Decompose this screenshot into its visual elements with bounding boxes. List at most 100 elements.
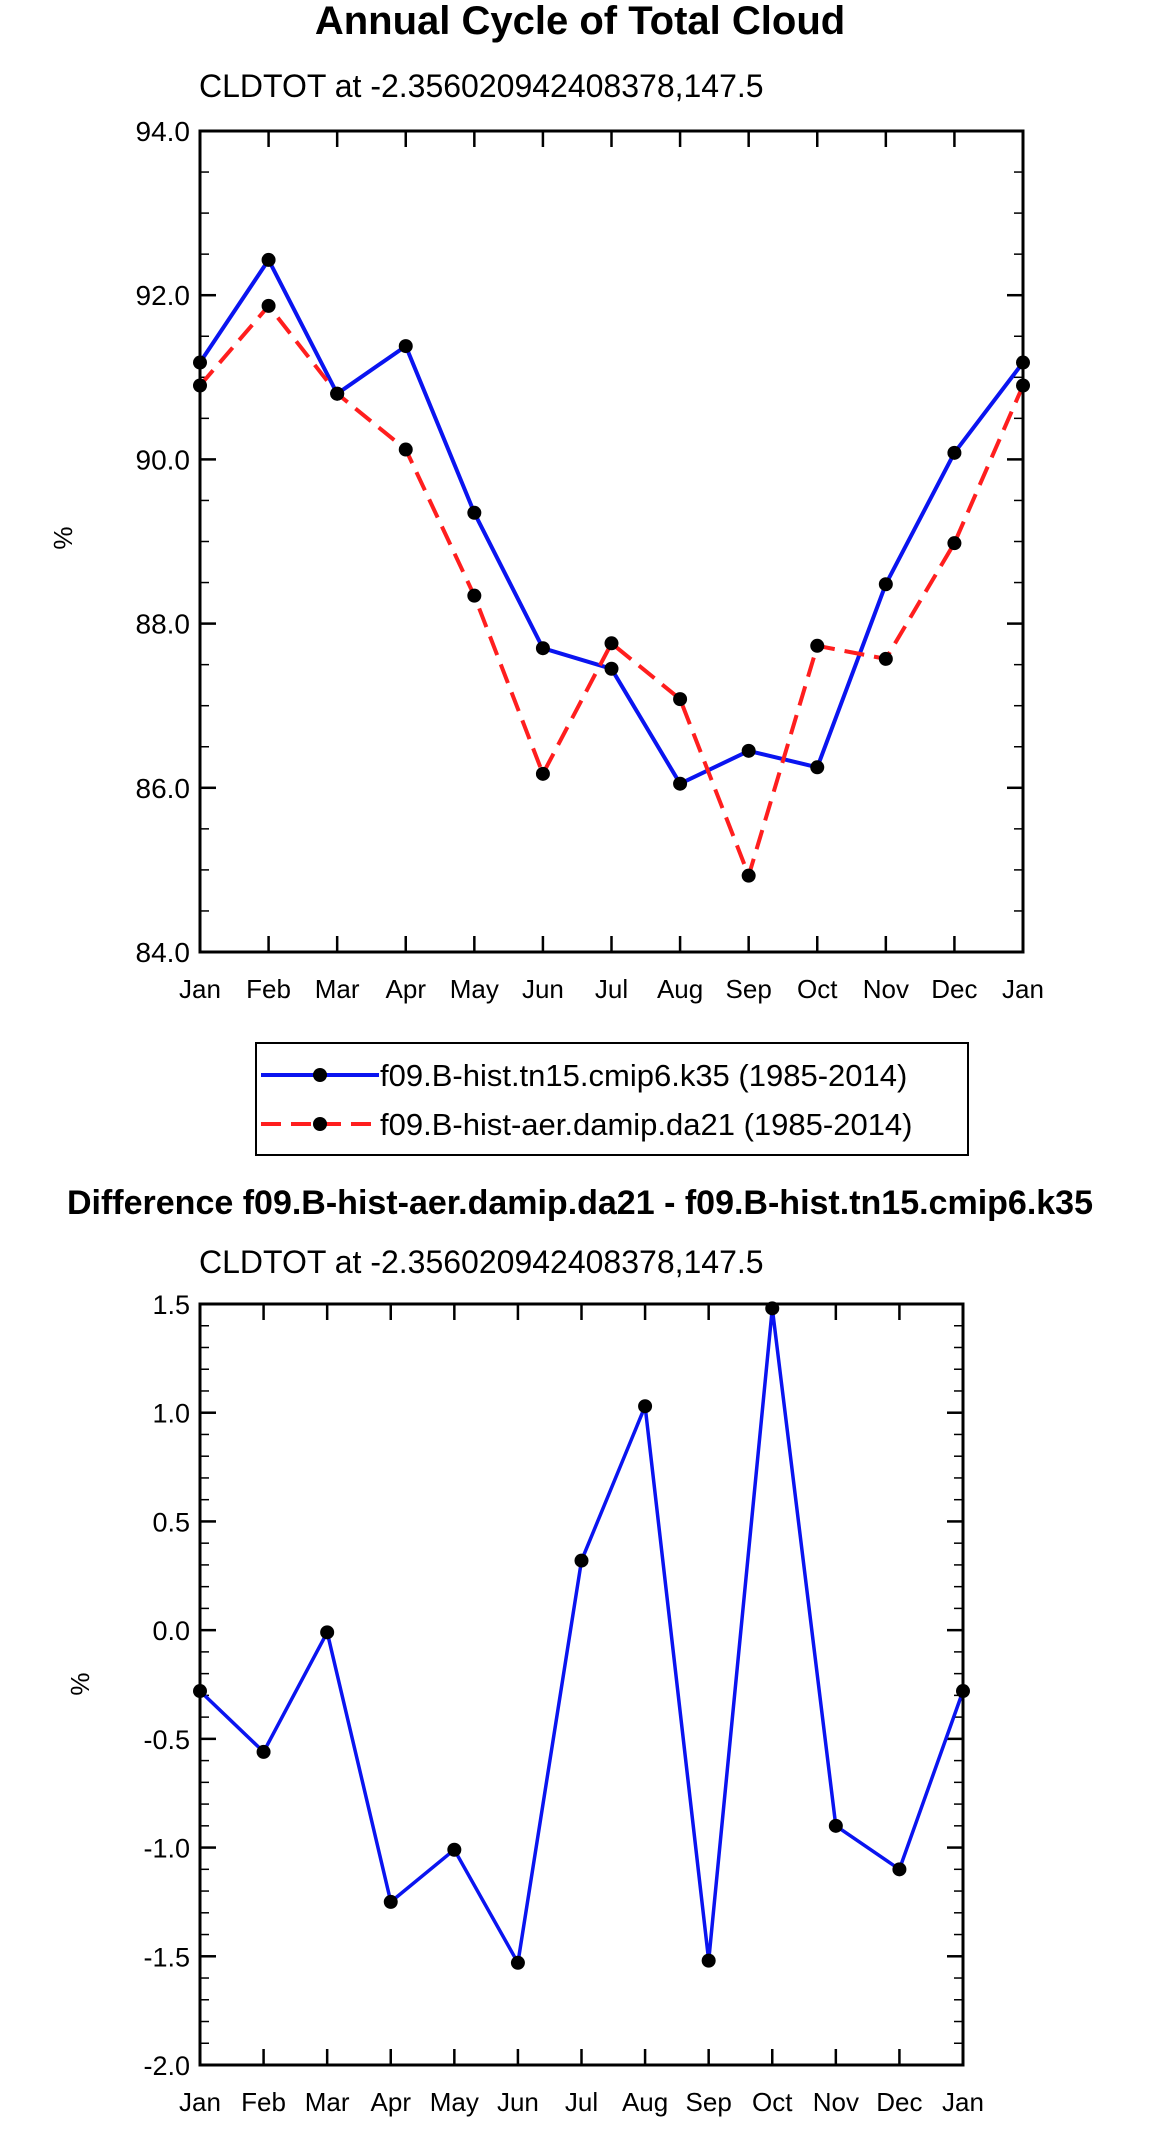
data-point: [810, 638, 825, 653]
ytick-label: 0.5: [152, 1507, 190, 1537]
annual-cycle-chart: Annual Cycle of Total Cloud CLDTOT at -2…: [48, 0, 1044, 1156]
ytick-label: -0.5: [143, 1725, 190, 1755]
xtick-label: Sep: [686, 2087, 732, 2117]
chart2-plot-frame: [198, 1302, 965, 2067]
ytick-label: 88.0: [136, 609, 191, 640]
xtick-label: Jul: [565, 2087, 598, 2117]
legend-marker-0: [313, 1068, 327, 1082]
xtick-label: Dec: [876, 2087, 922, 2117]
chart1-plot-frame: [198, 129, 1025, 954]
data-point: [330, 386, 345, 401]
data-point: [701, 1953, 716, 1968]
data-point: [828, 1818, 843, 1833]
xtick-label: Feb: [246, 974, 291, 1004]
legend-entry-1: f09.B-hist-aer.damip.da21 (1985-2014): [261, 1107, 913, 1142]
legend-box: [255, 1042, 969, 1156]
data-point: [535, 641, 550, 656]
data-point: [398, 442, 413, 457]
legend-label-1: f09.B-hist-aer.damip.da21 (1985-2014): [380, 1107, 913, 1142]
xtick-label: Mar: [315, 974, 360, 1004]
xtick-label: Jan: [942, 2087, 984, 2117]
xtick-label: Jun: [497, 2087, 539, 2117]
data-point: [447, 1842, 462, 1857]
difference-chart: Difference f09.B-hist-aer.damip.da21 - f…: [65, 1184, 1093, 2117]
xtick-label: May: [430, 2087, 479, 2117]
data-point: [604, 636, 619, 651]
chart1-ylabel: %: [48, 526, 78, 549]
data-point: [810, 760, 825, 775]
xtick-label: May: [450, 974, 499, 1004]
ytick-label: 1.0: [152, 1399, 190, 1429]
ytick-label: 94.0: [136, 116, 191, 147]
chart2-xtick-labels: Jan Feb Mar Apr May Jun Jul Aug Sep Oct Nov Dec Jan: [179, 2087, 984, 2117]
legend-marker-1: [313, 1117, 327, 1131]
data-point: [320, 1625, 335, 1640]
chart2-minor-ticks: [200, 1303, 963, 2066]
ytick-label: 84.0: [136, 937, 191, 968]
series-line-0: [198, 1306, 965, 1965]
ytick-label: 90.0: [136, 444, 191, 475]
chart1-xtick-labels: Jan Feb Mar Apr May Jun Jul Aug Sep Oct Nov Dec Jan: [179, 974, 1044, 1004]
xtick-label: Aug: [657, 974, 703, 1004]
data-point: [878, 651, 893, 666]
chart2-series: [193, 1301, 970, 1970]
xtick-label: Jun: [522, 974, 564, 1004]
ytick-label: -2.0: [143, 2051, 190, 2081]
chart2-ylabel: %: [65, 1672, 95, 1695]
chart2-ticks: [198, 1302, 965, 2067]
series-line-0: [198, 257, 1025, 786]
data-point: [574, 1553, 589, 1568]
data-point: [535, 766, 550, 781]
ytick-label: 1.5: [152, 1290, 190, 1320]
ytick-label: 86.0: [136, 773, 191, 804]
chart2-title: Difference f09.B-hist-aer.damip.da21 - f…: [67, 1184, 1093, 1222]
chart1-ytick-labels: 84.0 86.0 88.0 90.0 92.0 94.0: [136, 116, 191, 968]
xtick-label: Apr: [386, 974, 427, 1004]
data-point: [398, 339, 413, 354]
chart2-subtitle: CLDTOT at -2.356020942408378,147.5: [199, 1244, 764, 1280]
xtick-label: Nov: [863, 974, 909, 1004]
data-point: [947, 536, 962, 551]
data-point: [892, 1862, 907, 1877]
series-line-1: [198, 303, 1025, 878]
legend-entry-0: f09.B-hist.tn15.cmip6.k35 (1985-2014): [261, 1058, 907, 1093]
xtick-label: Oct: [797, 974, 838, 1004]
xtick-label: Dec: [931, 974, 977, 1004]
ytick-label: 0.0: [152, 1616, 190, 1646]
chart1-legend: f09.B-hist.tn15.cmip6.k35 (1985-2014) f0…: [255, 1042, 969, 1156]
data-point: [261, 298, 276, 313]
data-point: [741, 743, 756, 758]
data-point: [673, 776, 688, 791]
xtick-label: Feb: [241, 2087, 286, 2117]
data-point: [638, 1399, 653, 1414]
data-point: [878, 577, 893, 592]
chart1-subtitle: CLDTOT at -2.356020942408378,147.5: [199, 68, 764, 104]
chart1-minor-ticks: [200, 130, 1023, 953]
xtick-label: Jan: [1002, 974, 1044, 1004]
data-point: [741, 868, 756, 883]
xtick-label: Apr: [371, 2087, 412, 2117]
data-point: [256, 1744, 271, 1759]
ytick-label: 92.0: [136, 280, 191, 311]
legend-label-0: f09.B-hist.tn15.cmip6.k35 (1985-2014): [380, 1058, 907, 1093]
xtick-label: Jan: [179, 974, 221, 1004]
ytick-label: -1.5: [143, 1942, 190, 1972]
data-point: [383, 1894, 398, 1909]
xtick-label: Jan: [179, 2087, 221, 2117]
data-point: [261, 252, 276, 267]
chart1-series: [193, 252, 1030, 883]
chart1-title: Annual Cycle of Total Cloud: [315, 0, 845, 43]
xtick-label: Sep: [726, 974, 772, 1004]
data-point: [510, 1955, 525, 1970]
xtick-label: Nov: [813, 2087, 859, 2117]
ytick-label: -1.0: [143, 1834, 190, 1864]
chart1-ticks: [198, 129, 1025, 954]
chart2-ytick-labels: -2.0 -1.5 -1.0 -0.5 0.0 0.5 1.0 1.5: [143, 1290, 190, 2081]
data-point: [604, 661, 619, 676]
data-point: [673, 692, 688, 707]
data-point: [947, 445, 962, 460]
xtick-label: Jul: [595, 974, 628, 1004]
xtick-label: Mar: [305, 2087, 350, 2117]
xtick-label: Aug: [622, 2087, 668, 2117]
